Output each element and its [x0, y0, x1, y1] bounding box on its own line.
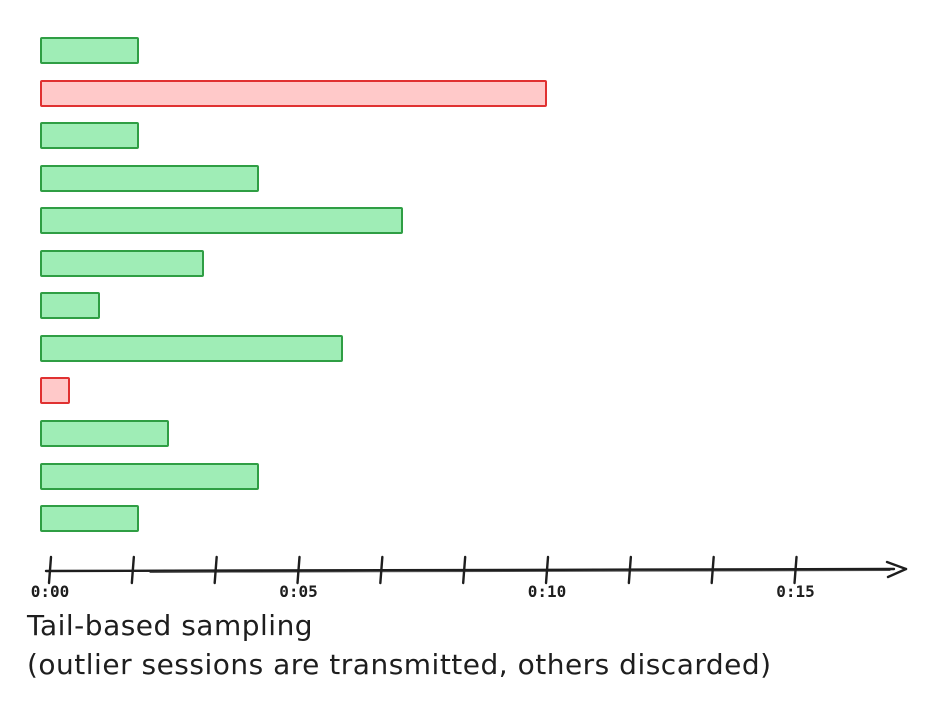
- session-bar-8: [40, 335, 343, 362]
- axis-tick: [213, 555, 218, 585]
- session-bar-3: [40, 122, 139, 149]
- axis-tick-label-005: 0:05: [279, 582, 318, 601]
- time-axis: [44, 555, 908, 585]
- session-bar-9-outlier: [40, 377, 70, 404]
- session-bar-4: [40, 165, 259, 192]
- session-bar-12: [40, 505, 139, 532]
- axis-tick: [130, 555, 136, 585]
- caption-line-1: Tail-based sampling: [27, 609, 314, 642]
- axis-tick: [627, 555, 633, 585]
- session-bar-6: [40, 250, 204, 277]
- axis-tick: [793, 555, 798, 585]
- session-bar-7: [40, 292, 100, 319]
- session-bar-10: [40, 420, 169, 447]
- axis-tick: [544, 555, 550, 585]
- axis-tick: [379, 555, 384, 585]
- session-bar-11: [40, 463, 259, 490]
- axis-tick: [710, 555, 715, 585]
- axis-tick-label-010: 0:10: [527, 582, 567, 601]
- session-bar-1: [40, 37, 139, 64]
- axis-tick-label-015: 0:15: [776, 582, 815, 601]
- axis-tick: [47, 555, 53, 585]
- session-bar-2-outlier: [40, 80, 547, 107]
- axis-tick-label-000: 0:00: [30, 582, 70, 601]
- chart-caption: Tail-based sampling (outlier sessions ar…: [27, 606, 772, 684]
- session-bar-5: [40, 207, 403, 234]
- axis-tick: [461, 555, 467, 585]
- axis-tick: [296, 555, 301, 585]
- caption-line-2: (outlier sessions are transmitted, other…: [27, 648, 772, 681]
